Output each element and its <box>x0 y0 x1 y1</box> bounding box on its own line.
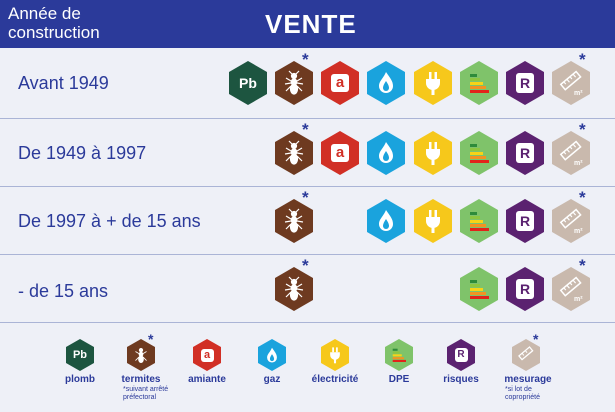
legend-mesurage-note-line1: *si lot de <box>505 386 532 393</box>
legend-termites-note: *suivant arrêté préfectoral <box>123 386 168 402</box>
ruler-unit-text: m² <box>574 228 583 235</box>
row-divider <box>0 254 615 255</box>
legend-plomb-icon-text: Pb <box>72 349 88 361</box>
ruler-unit-text: m² <box>574 90 583 97</box>
asbestos-icon: a <box>321 61 359 105</box>
plomb-icon: Pb <box>229 61 267 105</box>
termites-star: * <box>302 50 309 69</box>
page-title: VENTE <box>265 9 357 39</box>
row-label-1949-1997: De 1949 à 1997 <box>18 143 147 163</box>
legend-dpe-label: DPE <box>388 374 410 385</box>
mesurage-star: * <box>579 50 586 69</box>
mesurage-star: * <box>579 120 586 139</box>
mesurage-star: * <box>579 188 586 207</box>
legend-mesurage-star: * <box>533 331 539 347</box>
risques-icon-text: R <box>516 143 534 163</box>
flame-icon <box>367 61 405 105</box>
flame-icon <box>367 199 405 243</box>
risques-icon-text: R <box>516 211 534 231</box>
risques-icon-text: R <box>516 279 534 299</box>
legend-gaz-label: gaz <box>263 374 281 385</box>
amiante-icon-text: a <box>331 74 349 92</box>
flame-icon <box>367 131 405 175</box>
legend-mesurage-note: *si lot de copropriété <box>505 386 540 402</box>
header-line-1: Année de <box>8 4 81 23</box>
risk-icon: R <box>506 267 544 311</box>
legend-amiante-label: amiante <box>188 374 226 385</box>
risques-icon-text: R <box>516 73 534 93</box>
risk-icon: R <box>506 131 544 175</box>
legend-plomb-label: plomb <box>65 374 95 385</box>
mesurage-star: * <box>579 256 586 275</box>
row-divider <box>0 322 615 323</box>
termite-icon <box>275 199 313 243</box>
termite-icon <box>275 267 313 311</box>
ruler-unit-text: m² <box>574 160 583 167</box>
row-divider <box>0 186 615 187</box>
energy-label-icon <box>460 199 498 243</box>
termites-star: * <box>302 188 309 207</box>
ruler-unit-text: m² <box>574 296 583 303</box>
legend-amiante-icon-text: a <box>200 348 214 362</box>
plug-icon <box>414 131 452 175</box>
risk-icon: R <box>506 199 544 243</box>
termite-icon <box>275 131 313 175</box>
legend-plomb-icon: Pb <box>66 339 94 371</box>
header-bar: Année de construction VENTE <box>0 0 615 48</box>
energy-label-icon <box>460 267 498 311</box>
row-divider <box>0 118 615 119</box>
legend-risques-icon-text: R <box>454 348 468 362</box>
header-line-2: construction <box>8 23 100 42</box>
row-label-1997-15ans: De 1997 à + de 15 ans <box>18 211 201 231</box>
legend-mesurage-label: mesurage <box>504 374 552 385</box>
plomb-icon-text: Pb <box>239 75 257 91</box>
plug-icon <box>414 61 452 105</box>
row-label-moins-15ans: - de 15 ans <box>18 281 109 301</box>
legend-energy-label-icon <box>385 339 413 371</box>
risk-icon: R <box>506 61 544 105</box>
legend-risques-label: risques <box>443 374 479 385</box>
amiante-icon-text: a <box>331 144 349 162</box>
energy-label-icon <box>460 61 498 105</box>
legend-termite-icon <box>127 339 155 371</box>
legend-risk-icon: R <box>447 339 475 371</box>
legend-flame-icon <box>258 339 286 371</box>
legend-plug-icon <box>321 339 349 371</box>
energy-label-icon <box>460 131 498 175</box>
legend-asbestos-icon: a <box>193 339 221 371</box>
legend-termites-note-line1: *suivant arrêté <box>123 386 169 393</box>
termites-star: * <box>302 256 309 275</box>
legend-mesurage-note-line2: copropriété <box>505 394 541 401</box>
row-label-avant-1949: Avant 1949 <box>18 73 109 93</box>
legend-termites-label: termites <box>121 374 161 385</box>
termites-star: * <box>302 120 309 139</box>
termite-icon <box>275 61 313 105</box>
legend-termites-note-line2: préfectoral <box>123 394 157 401</box>
legend-electricite-label: électricité <box>311 374 359 385</box>
plug-icon <box>414 199 452 243</box>
asbestos-icon: a <box>321 131 359 175</box>
column-header-year: Année de construction <box>8 4 100 42</box>
legend-ruler-icon <box>512 339 540 371</box>
legend-termites-star: * <box>148 331 154 347</box>
